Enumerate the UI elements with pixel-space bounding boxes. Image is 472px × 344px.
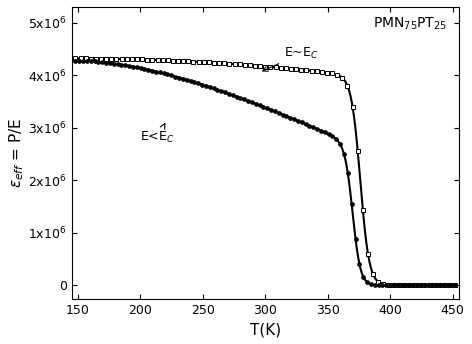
Text: E<E$_C$: E<E$_C$ — [140, 124, 175, 145]
Text: E~E$_C$: E~E$_C$ — [263, 46, 319, 71]
Y-axis label: $\varepsilon_{eff}$ = P/E: $\varepsilon_{eff}$ = P/E — [7, 118, 25, 188]
Text: PMN$_{75}$PT$_{25}$: PMN$_{75}$PT$_{25}$ — [373, 16, 447, 32]
X-axis label: T(K): T(K) — [250, 322, 281, 337]
